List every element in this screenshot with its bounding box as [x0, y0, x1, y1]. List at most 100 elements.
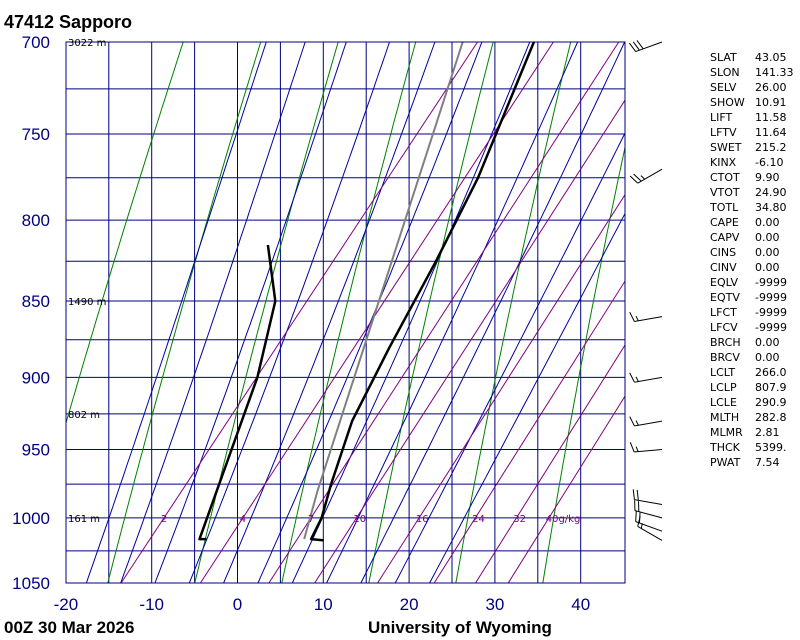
- index-swet: SWET 215.2: [710, 140, 794, 155]
- index-key: LFTV: [710, 126, 737, 139]
- moist-adiabat: [188, 42, 390, 583]
- index-value: 7.54: [755, 456, 780, 469]
- index-cape: CAPE 0.00: [710, 215, 794, 230]
- index-value: 24.90: [755, 186, 787, 199]
- mixing-ratio-lines: [120, 42, 625, 583]
- index-key: LIFT: [710, 111, 733, 124]
- wind-barb: [634, 500, 663, 519]
- moist-adiabat: [257, 42, 483, 583]
- index-value: 0.00: [755, 246, 780, 259]
- wind-barbs: [629, 40, 663, 541]
- sounding-profiles: [198, 42, 536, 542]
- background-grid: [66, 42, 625, 583]
- index-key: EQTV: [710, 291, 740, 304]
- pressure-tick-label: 1050: [12, 574, 50, 593]
- index-value: -9999: [755, 321, 787, 334]
- index-key: CAPV: [710, 231, 740, 244]
- index-value: 266.0: [755, 366, 787, 379]
- temperature-tick-label: 30: [485, 595, 504, 614]
- index-key: CINS: [710, 246, 737, 259]
- index-key: SELV: [710, 81, 737, 94]
- index-slon: SLON 141.33: [710, 65, 794, 80]
- index-key: CINV: [710, 261, 737, 274]
- index-key: BRCV: [710, 351, 740, 364]
- index-value: 282.8: [755, 411, 787, 424]
- index-value: 0.00: [755, 216, 780, 229]
- index-key: TOTL: [710, 201, 739, 214]
- wind-barb: [637, 516, 663, 541]
- index-key: LFCT: [710, 306, 737, 319]
- adiabat-lines: [66, 42, 625, 583]
- mixing-ratio-line: [199, 42, 554, 583]
- index-key: SLON: [710, 66, 740, 79]
- temperature-tick-label: 10: [314, 595, 333, 614]
- index-value: 5399.: [755, 441, 787, 454]
- index-thck: THCK 5399.: [710, 440, 794, 455]
- index-key: SLAT: [710, 51, 737, 64]
- mixing-ratio-line: [433, 280, 625, 583]
- index-lcle: LCLE 290.9: [710, 395, 794, 410]
- index-mlth: MLTH 282.8: [710, 410, 794, 425]
- wind-barb: [629, 311, 663, 323]
- index-key: PWAT: [710, 456, 741, 469]
- dry-adiabat: [66, 42, 184, 425]
- index-value: 0.00: [755, 231, 780, 244]
- dry-adiabat: [107, 42, 262, 583]
- index-lift: LIFT 11.58: [710, 110, 794, 125]
- index-vtot: VTOT 24.90: [710, 185, 794, 200]
- pressure-tick-label: 950: [22, 440, 50, 459]
- index-key: MLMR: [710, 426, 743, 439]
- index-value: 0.00: [755, 336, 780, 349]
- mixing-ratio-label: 24: [472, 514, 485, 525]
- index-value: 11.58: [755, 111, 787, 124]
- index-key: EQLV: [710, 276, 739, 289]
- index-capv: CAPV 0.00: [710, 230, 794, 245]
- mixing-ratio-line: [314, 99, 625, 583]
- index-slat: SLAT 43.05: [710, 50, 794, 65]
- index-value: 9.90: [755, 171, 780, 184]
- index-value: 34.80: [755, 201, 787, 214]
- wind-barb: [629, 372, 663, 383]
- mixing-ratio-label: 7: [308, 514, 314, 525]
- plot-frame: [65, 41, 626, 584]
- index-eqtv: EQTV -9999: [710, 290, 794, 305]
- mixing-ratio-label: 16: [416, 514, 429, 525]
- index-lfct: LFCT -9999: [710, 305, 794, 320]
- index-key: CTOT: [710, 171, 740, 184]
- index-kinx: KINX -6.10: [710, 155, 794, 170]
- pressure-tick-label: 900: [22, 368, 50, 387]
- index-key: LCLP: [710, 381, 737, 394]
- index-key: LFCV: [710, 321, 738, 334]
- chart-title: 47412 Sapporo: [4, 12, 132, 32]
- index-key: MLTH: [710, 411, 740, 424]
- index-brch: BRCH 0.00: [710, 335, 794, 350]
- index-value: 11.64: [755, 126, 787, 139]
- wind-barb: [629, 168, 663, 184]
- height-label: 802 m: [68, 410, 100, 421]
- height-label: 3022 m: [68, 38, 106, 49]
- moist-adiabat: [291, 42, 531, 583]
- moist-adiabat: [360, 42, 625, 583]
- index-key: SWET: [710, 141, 742, 154]
- height-label: 1490 m: [68, 297, 106, 308]
- index-key: LCLE: [710, 396, 737, 409]
- observation-time: 00Z 30 Mar 2026: [4, 618, 134, 637]
- mixing-ratio-line: [120, 42, 478, 583]
- index-value: -6.10: [755, 156, 784, 169]
- index-cinv: CINV 0.00: [710, 260, 794, 275]
- height-label: 161 m: [68, 514, 100, 525]
- stability-indices-list: SLAT 43.05 SLON 141.33 SELV 26.00 SHOW 10.91 LIF…: [710, 50, 794, 470]
- index-key: THCK: [710, 441, 740, 454]
- index-value: 141.33: [755, 66, 794, 79]
- pressure-tick-label: 700: [22, 33, 50, 52]
- pressure-tick-label: 750: [22, 125, 50, 144]
- mixing-ratio-label: 32: [513, 514, 526, 525]
- wind-barb: [632, 489, 663, 505]
- index-value: 43.05: [755, 51, 787, 64]
- mixing-ratio-label: 10: [353, 514, 366, 525]
- temperature-tick-label: 0: [233, 595, 242, 614]
- mixing-ratio-label: 4: [240, 514, 246, 525]
- index-lclp: LCLP 807.9: [710, 380, 794, 395]
- index-key: LCLT: [710, 366, 736, 379]
- index-show: SHOW 10.91: [710, 95, 794, 110]
